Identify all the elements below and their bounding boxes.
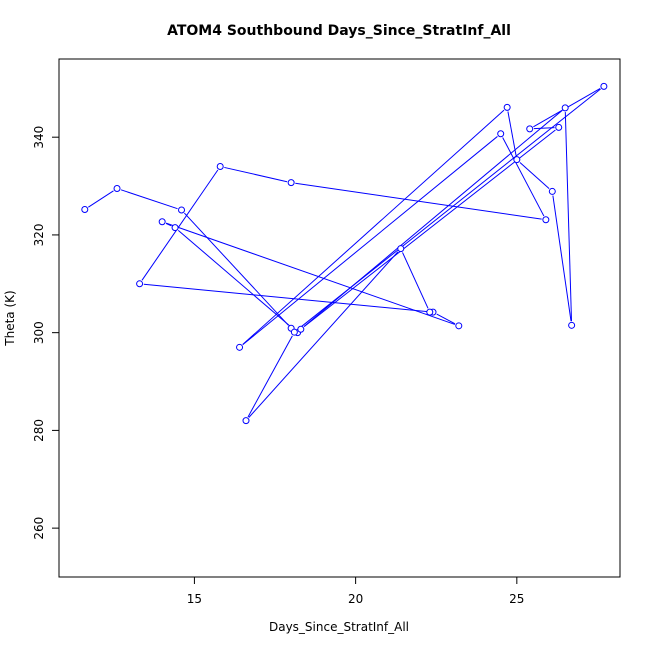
y-tick-label: 300 — [32, 321, 46, 344]
data-point — [555, 123, 563, 131]
data-point — [561, 104, 569, 112]
data-point — [513, 156, 521, 164]
data-point — [113, 185, 121, 192]
series — [88, 88, 601, 418]
data-point — [542, 216, 550, 224]
data-point — [455, 322, 463, 330]
data-point — [242, 417, 250, 425]
y-tick-label: 320 — [32, 223, 46, 246]
series-segment — [224, 166, 288, 183]
series-segment — [242, 109, 505, 345]
x-tick-label: 20 — [348, 592, 363, 606]
data-point — [236, 343, 244, 351]
y-tick-label: 340 — [32, 126, 46, 149]
data-point — [497, 130, 505, 138]
data-point — [426, 308, 434, 316]
data-point — [287, 179, 295, 187]
data-point — [548, 187, 556, 195]
series-segment — [519, 162, 550, 190]
series-segment — [248, 251, 399, 418]
series-segment — [165, 222, 455, 325]
data-point — [526, 125, 534, 133]
data-point — [216, 163, 224, 171]
data-point — [171, 224, 179, 232]
series-segment — [297, 88, 601, 330]
x-tick-label: 25 — [509, 592, 524, 606]
series-segment — [552, 195, 572, 322]
chart-title: ATOM4 Southbound Days_Since_StratInf_All — [167, 23, 511, 39]
data-point — [297, 325, 305, 333]
series-segment — [242, 136, 498, 346]
series-segment — [177, 229, 295, 331]
data-point — [81, 206, 89, 214]
x-tick-label: 15 — [187, 592, 202, 606]
series-segment — [120, 189, 178, 210]
data-point — [568, 321, 576, 329]
points — [81, 82, 608, 425]
series-segment — [184, 212, 289, 326]
y-axis-label: Theta (K) — [3, 290, 17, 346]
series-segment — [564, 112, 573, 322]
y-tick-label: 280 — [32, 419, 46, 442]
data-point — [290, 328, 298, 336]
series-segment — [141, 169, 219, 281]
data-point — [503, 103, 511, 111]
data-point — [158, 218, 166, 226]
series-segment — [143, 283, 429, 313]
x-axis-label: Days_Since_StratInf_All — [269, 620, 409, 634]
data-point — [600, 82, 608, 90]
series-segment — [436, 313, 456, 325]
series-segment — [303, 129, 556, 328]
series-segment — [247, 335, 293, 418]
series-segment — [88, 190, 114, 208]
y-axis: 260 280 300 320 340 — [32, 126, 59, 540]
y-tick-label: 260 — [32, 517, 46, 540]
series-segment — [502, 137, 545, 217]
data-point — [136, 280, 144, 288]
series-segment — [507, 111, 517, 156]
data-point — [397, 245, 405, 253]
data-point — [178, 206, 186, 214]
plot-frame — [58, 58, 621, 578]
x-axis: 15 20 25 — [187, 577, 524, 606]
series-segment — [402, 252, 429, 309]
